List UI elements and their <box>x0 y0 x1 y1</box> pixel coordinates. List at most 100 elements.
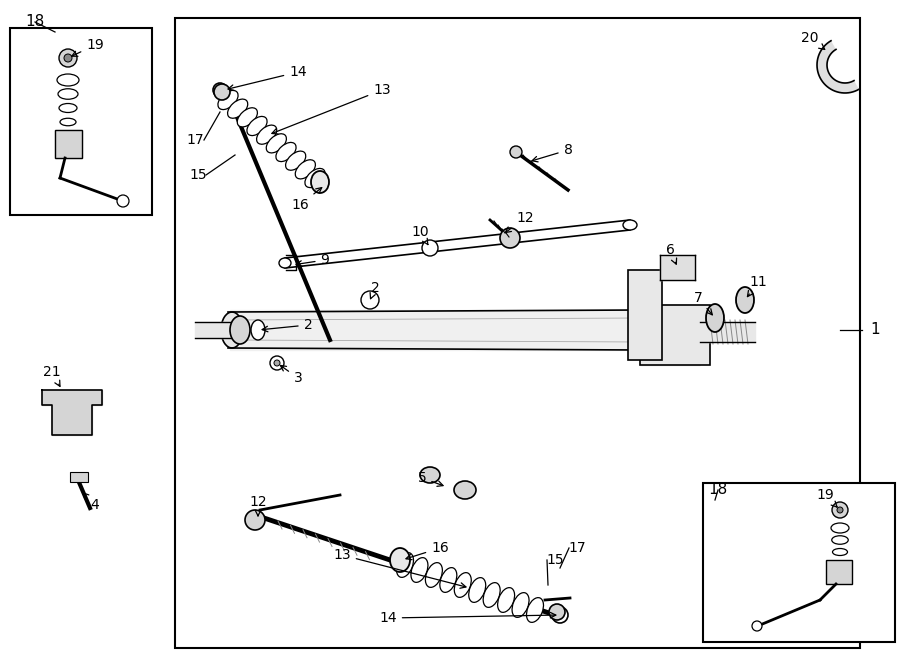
Ellipse shape <box>397 553 413 577</box>
Ellipse shape <box>512 593 529 617</box>
Bar <box>175 18 860 648</box>
Polygon shape <box>660 255 695 280</box>
Ellipse shape <box>305 169 325 188</box>
Circle shape <box>213 83 227 97</box>
Bar <box>640 305 710 365</box>
Text: 12: 12 <box>249 495 266 516</box>
Text: 4: 4 <box>83 493 99 512</box>
Bar <box>826 560 852 584</box>
Circle shape <box>361 291 379 309</box>
Polygon shape <box>640 305 700 365</box>
Ellipse shape <box>276 142 296 161</box>
Ellipse shape <box>59 104 77 112</box>
Text: 3: 3 <box>281 366 302 385</box>
Text: 14: 14 <box>228 65 307 91</box>
Circle shape <box>117 195 129 207</box>
Text: 15: 15 <box>189 168 207 182</box>
Ellipse shape <box>832 536 848 544</box>
Ellipse shape <box>390 548 410 572</box>
Ellipse shape <box>218 91 238 110</box>
Circle shape <box>557 612 563 618</box>
Circle shape <box>274 360 280 366</box>
Ellipse shape <box>426 563 443 588</box>
Text: 1: 1 <box>870 323 879 338</box>
Ellipse shape <box>230 316 250 344</box>
Text: 19: 19 <box>816 488 837 507</box>
Text: 14: 14 <box>379 611 556 625</box>
Bar <box>703 483 895 642</box>
Polygon shape <box>700 322 755 342</box>
Ellipse shape <box>311 171 329 193</box>
Text: 9: 9 <box>296 253 329 267</box>
Bar <box>55 130 82 158</box>
Circle shape <box>422 240 438 256</box>
Ellipse shape <box>57 74 79 86</box>
Ellipse shape <box>251 320 265 340</box>
Text: 12: 12 <box>506 211 534 233</box>
Polygon shape <box>630 270 660 310</box>
Ellipse shape <box>832 549 848 555</box>
Bar <box>628 270 662 360</box>
Circle shape <box>270 356 284 370</box>
Ellipse shape <box>285 151 306 171</box>
Circle shape <box>500 228 520 248</box>
Ellipse shape <box>295 160 315 179</box>
Circle shape <box>64 54 72 62</box>
Ellipse shape <box>454 481 476 499</box>
Ellipse shape <box>256 125 276 144</box>
Text: 18: 18 <box>708 483 727 498</box>
Text: 6: 6 <box>666 243 677 264</box>
Ellipse shape <box>623 220 637 230</box>
Text: 17: 17 <box>186 133 203 147</box>
Text: 17: 17 <box>568 541 586 555</box>
Ellipse shape <box>420 467 440 483</box>
Text: 7: 7 <box>694 291 712 315</box>
Bar <box>70 472 88 482</box>
Ellipse shape <box>279 258 291 268</box>
Polygon shape <box>55 130 82 158</box>
Circle shape <box>832 502 848 518</box>
Polygon shape <box>817 41 859 93</box>
Text: 8: 8 <box>532 143 572 162</box>
Text: 21: 21 <box>43 365 61 386</box>
Circle shape <box>217 87 223 93</box>
Circle shape <box>752 621 762 631</box>
Text: 15: 15 <box>546 553 563 567</box>
Ellipse shape <box>526 598 544 623</box>
Ellipse shape <box>247 116 267 136</box>
Text: 11: 11 <box>747 275 767 297</box>
Polygon shape <box>42 390 102 435</box>
Circle shape <box>552 607 568 623</box>
Text: 20: 20 <box>801 31 824 50</box>
Ellipse shape <box>228 99 248 118</box>
Ellipse shape <box>58 89 78 99</box>
Ellipse shape <box>454 572 472 598</box>
Text: 13: 13 <box>272 83 391 134</box>
Ellipse shape <box>736 287 754 313</box>
Bar <box>10 28 152 215</box>
Ellipse shape <box>440 568 457 592</box>
Circle shape <box>245 510 265 530</box>
Ellipse shape <box>266 134 286 153</box>
Circle shape <box>59 49 77 67</box>
Text: 18: 18 <box>25 15 45 30</box>
Ellipse shape <box>238 108 257 127</box>
Text: 19: 19 <box>72 38 104 56</box>
Text: 2: 2 <box>262 318 312 332</box>
Text: 16: 16 <box>291 188 321 212</box>
Ellipse shape <box>706 304 724 332</box>
Text: 13: 13 <box>333 548 466 588</box>
Ellipse shape <box>411 558 428 582</box>
Ellipse shape <box>60 118 76 126</box>
Ellipse shape <box>214 84 230 100</box>
Ellipse shape <box>831 523 849 533</box>
Ellipse shape <box>498 588 515 612</box>
Circle shape <box>837 507 843 513</box>
Polygon shape <box>195 322 232 338</box>
Text: 16: 16 <box>406 541 449 560</box>
Text: 10: 10 <box>411 225 428 245</box>
Ellipse shape <box>469 578 486 602</box>
Ellipse shape <box>549 604 565 620</box>
Ellipse shape <box>221 312 243 348</box>
Polygon shape <box>230 310 640 350</box>
